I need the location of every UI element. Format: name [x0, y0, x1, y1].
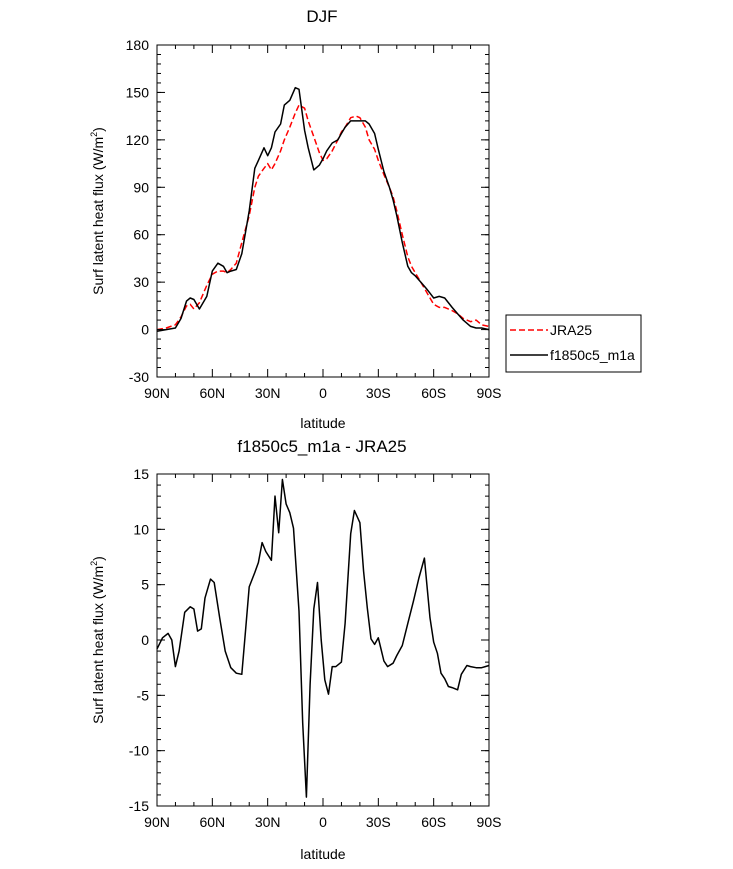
x-tick-label: 90N — [144, 814, 170, 830]
djf-chart: DJF 90N 60N 30N 0 30S 60S 90S -30 0 30 60 90 120 150 1… — [89, 7, 642, 431]
x-tick-label: 30N — [255, 385, 281, 401]
legend-label-jra25: JRA25 — [550, 322, 592, 338]
y-tick-label: 180 — [126, 37, 150, 53]
x-tick-label: 0 — [319, 385, 327, 401]
y-tick-label: 90 — [133, 179, 149, 195]
y-tick-label: 150 — [126, 84, 150, 100]
y-tick-label: -30 — [129, 369, 149, 385]
x-axis-label: latitude — [300, 415, 345, 431]
y-tick-label: 0 — [141, 322, 149, 338]
x-tick-label: 60S — [421, 814, 446, 830]
series-line-f1850c5-m1a — [156, 86, 490, 332]
x-axis-label: latitude — [300, 846, 345, 862]
y-tick-label: -5 — [137, 687, 150, 703]
y-tick-label: 0 — [141, 632, 149, 648]
x-tick-label: 60N — [199, 385, 225, 401]
difference-chart: f1850c5_m1a - JRA25 90N 60N 30N 0 30S 60S 90S -… — [89, 437, 501, 862]
x-tick-label: 30N — [255, 814, 281, 830]
x-tick-label: 60N — [199, 814, 225, 830]
series-line-jra25 — [156, 104, 490, 331]
y-tick-label: 10 — [133, 521, 149, 537]
y-tick-label: 15 — [133, 466, 149, 482]
x-tick-label: 90S — [477, 385, 502, 401]
y-tick-label: -10 — [129, 743, 149, 759]
y-tick-label: 60 — [133, 227, 149, 243]
x-tick-label: 30S — [366, 385, 391, 401]
x-tick-label: 0 — [319, 814, 327, 830]
chart-title: f1850c5_m1a - JRA25 — [237, 437, 406, 456]
legend-label-f1850c5: f1850c5_m1a — [550, 347, 635, 363]
plot-frame — [156, 44, 490, 378]
chart-title: DJF — [306, 7, 337, 26]
x-tick-label: 30S — [366, 814, 391, 830]
x-tick-label: 90N — [144, 385, 170, 401]
y-axis-label: Surf latent heat flux (W/m2) — [89, 556, 106, 724]
legend: JRA25 f1850c5_m1a — [505, 314, 642, 373]
legend-box — [505, 314, 642, 373]
y-tick-label: 5 — [141, 577, 149, 593]
x-tick-label: 60S — [421, 385, 446, 401]
y-tick-label: -15 — [129, 798, 149, 814]
series-line-f1850c5-m1a-jra25 — [156, 478, 490, 798]
y-tick-label: 120 — [126, 132, 150, 148]
plot-frame — [156, 473, 490, 807]
x-tick-label: 90S — [477, 814, 502, 830]
y-tick-label: 30 — [133, 274, 149, 290]
y-axis-label: Surf latent heat flux (W/m2) — [89, 127, 106, 295]
